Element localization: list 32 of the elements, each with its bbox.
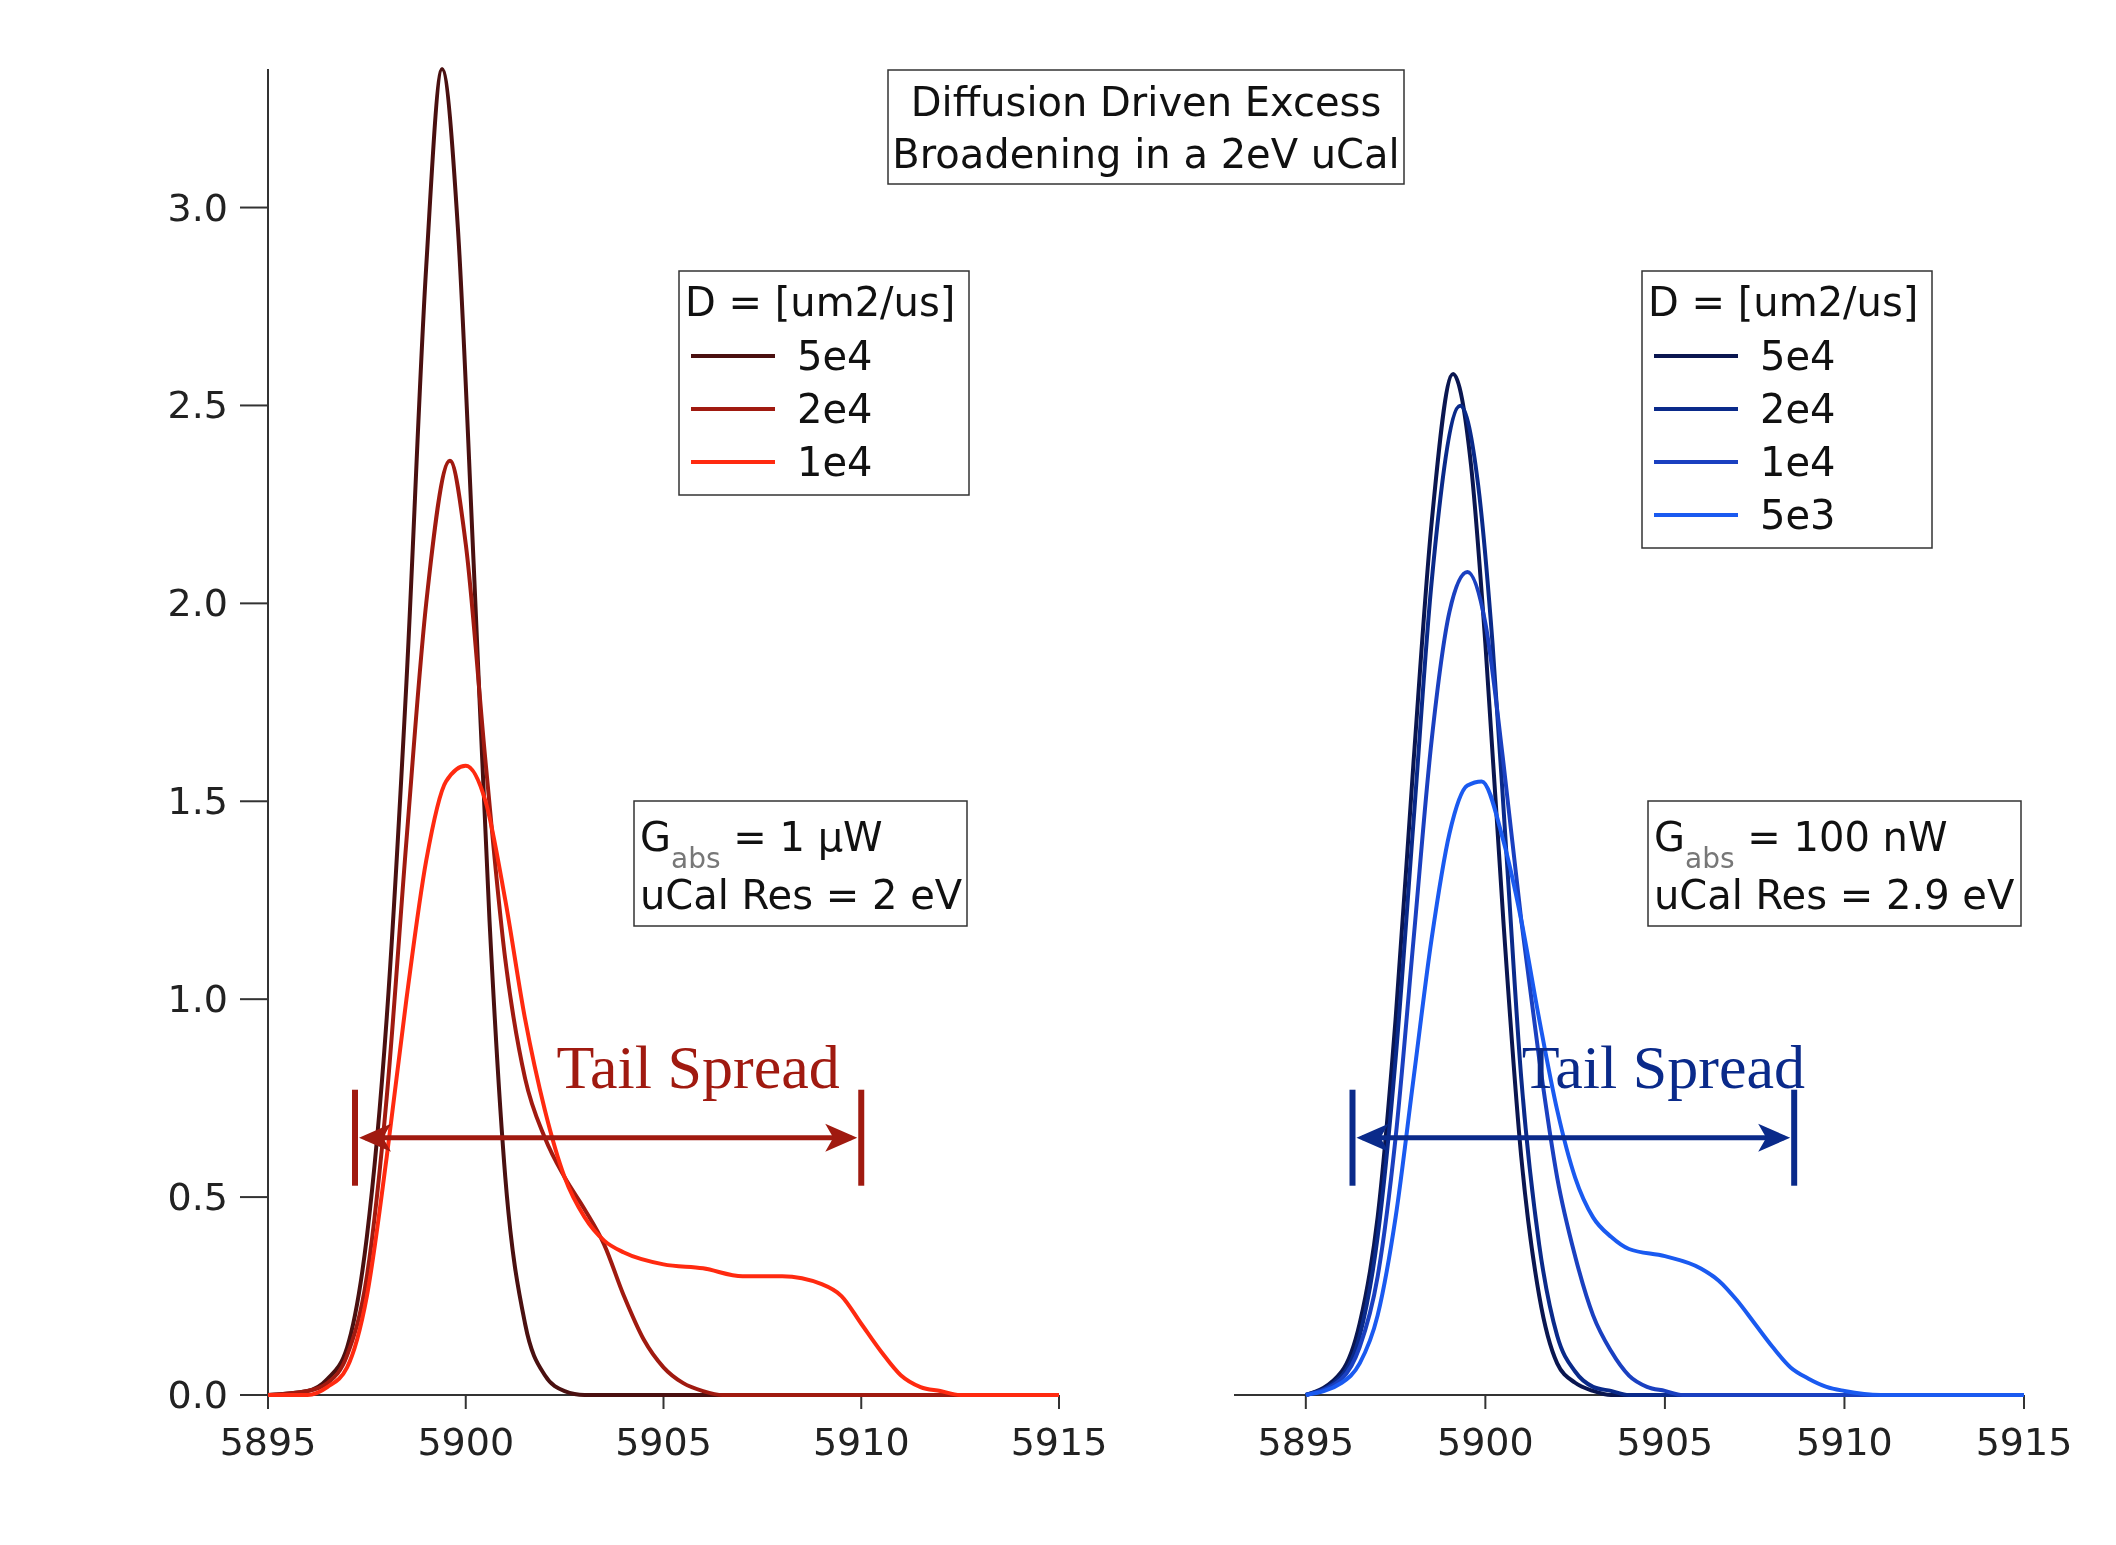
x-tick-label: 5910: [812, 1420, 910, 1464]
x-tick-label: 5905: [615, 1420, 712, 1464]
x-tick-label: 5900: [417, 1420, 515, 1464]
x-tick-label: 5915: [1975, 1420, 2073, 1464]
y-tick-label: 1.0: [167, 977, 228, 1022]
legend-label: 5e4: [1760, 333, 1836, 379]
legend-title: D = [um2/us]: [685, 279, 956, 325]
annotation: uCal Res = 2 eV: [640, 872, 963, 918]
x-tick-label: 5910: [1796, 1420, 1893, 1464]
legend-title: D = [um2/us]: [1648, 279, 1919, 325]
x-tick-label: 5900: [1437, 1420, 1534, 1464]
y-tick-label: 3.0: [167, 185, 228, 230]
legend-label: 2e4: [1760, 386, 1836, 432]
x-tick-label: 5905: [1616, 1420, 1714, 1464]
y-tick-label: 0.5: [167, 1175, 228, 1220]
x-tick-label: 5895: [219, 1420, 317, 1464]
y-tick-label: 2.5: [167, 383, 228, 428]
legend-label: 5e4: [797, 333, 873, 379]
legend-label: 1e4: [1760, 439, 1836, 485]
y-tick-label: 2.0: [167, 581, 228, 626]
x-tick-label: 5895: [1257, 1420, 1355, 1464]
annotation: uCal Res = 2.9 eV: [1654, 872, 2015, 918]
x-tick-label: 5915: [1010, 1420, 1108, 1464]
y-tick-label: 0.0: [167, 1373, 228, 1417]
annotation: G$_{abs}$ = 1 μW: [640, 814, 883, 875]
text: Diffusion Driven Excess Broadening in a 2eV uCal: [892, 79, 1400, 177]
legend-label: 1e4: [797, 439, 873, 485]
annotation: G$_{abs}$ = 100 nW: [1654, 814, 1948, 875]
annotation: Tail Spread: [556, 1032, 840, 1101]
legend-label: 5e3: [1760, 492, 1836, 538]
y-tick-label: 1.5: [167, 779, 228, 824]
legend-label: 2e4: [797, 386, 873, 432]
